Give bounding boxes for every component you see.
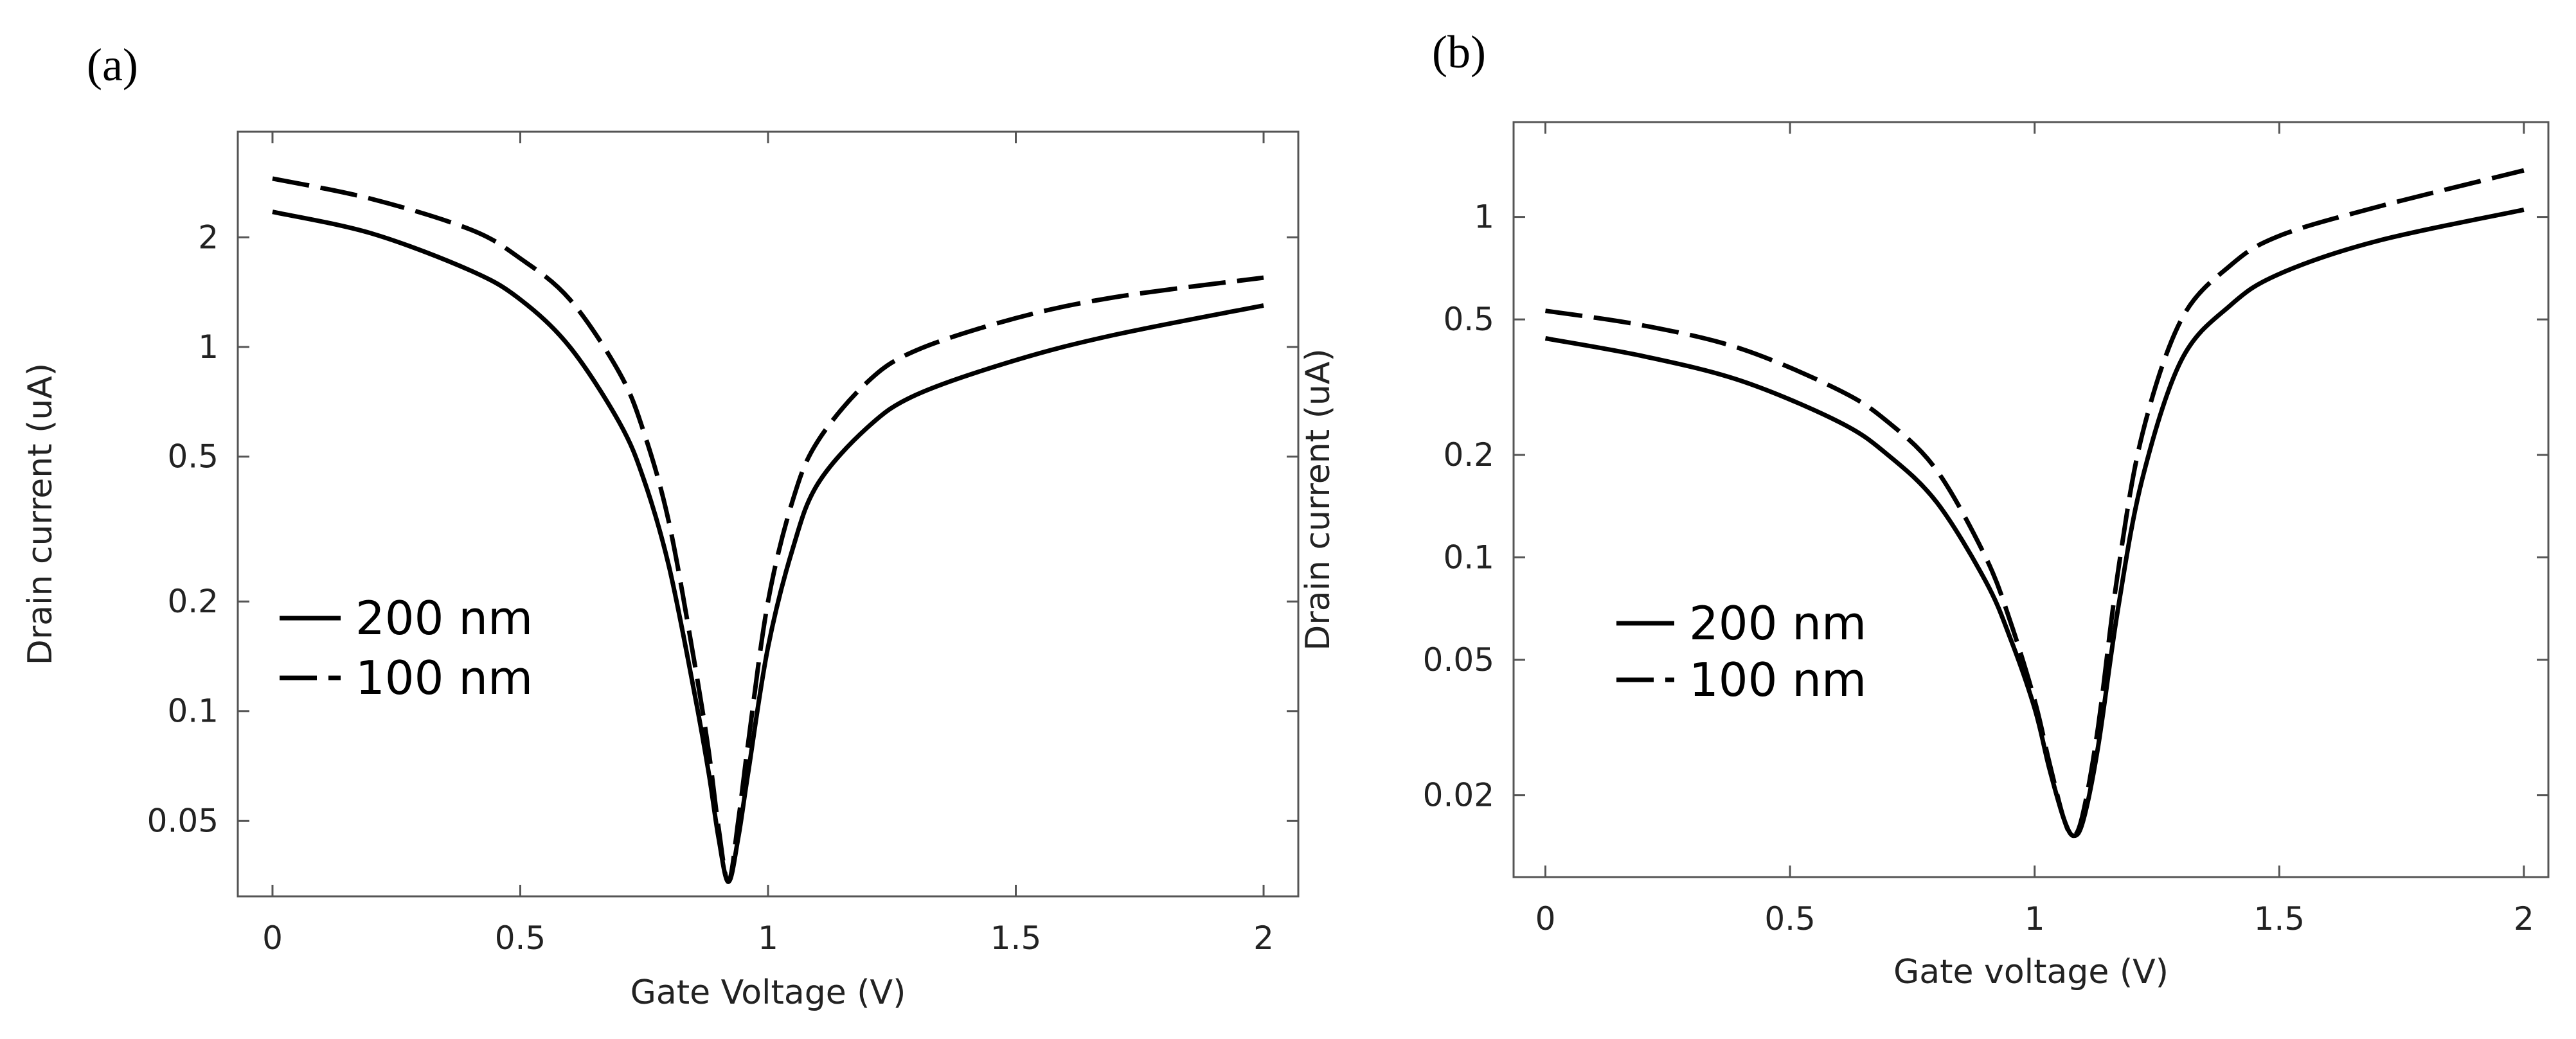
x-tick-label: 2 xyxy=(2514,900,2534,937)
series-line-100-nm xyxy=(272,176,1264,884)
x-tick-label: 1.5 xyxy=(990,919,1042,957)
series-line-200-nm xyxy=(1544,207,2525,839)
x-tick-label: 1 xyxy=(758,919,778,957)
series-line-100-nm xyxy=(1544,168,2525,839)
y-tick-label: 0.5 xyxy=(167,438,219,475)
plot-frame xyxy=(237,130,1300,898)
x-axis-label: Gate voltage (V) xyxy=(1893,953,2169,991)
y-tick-label: 0.1 xyxy=(167,693,219,730)
x-tick-label: 0 xyxy=(1535,900,1556,937)
x-tick-label: 1.5 xyxy=(2254,900,2305,937)
panel-label: (a) xyxy=(87,39,138,91)
y-tick-label: 1 xyxy=(1474,199,1494,236)
series-line-200-nm xyxy=(272,209,1264,884)
y-tick-label: 2 xyxy=(198,218,219,256)
x-tick-label: 2 xyxy=(1253,919,1274,957)
plot-frame xyxy=(1512,121,2550,878)
legend-label: 200 nm xyxy=(1689,596,1866,650)
y-axis-label: Drain current (uA) xyxy=(21,363,60,665)
y-tick-label: 0.02 xyxy=(1423,777,1494,814)
legend-label: 100 nm xyxy=(355,651,533,705)
y-tick-label: 0.1 xyxy=(1443,538,1494,576)
y-axis-label: Drain current (uA) xyxy=(1299,348,1337,650)
y-tick-label: 0.5 xyxy=(1443,301,1494,338)
x-tick-label: 0.5 xyxy=(1764,900,1816,937)
y-tick-label: 0.05 xyxy=(147,802,219,839)
legend-label: 100 nm xyxy=(1689,653,1866,707)
y-tick-label: 1 xyxy=(198,328,219,366)
x-tick-label: 0 xyxy=(262,919,283,957)
panel-a: (a) 0 0.5 1 1.5 2 0.05 0.1 0.2 0.5 1 2 Gate Voltage … xyxy=(21,39,1300,1012)
y-tick-label: 0.2 xyxy=(1443,436,1494,474)
y-tick-label: 0.05 xyxy=(1423,641,1494,679)
legend-label: 200 nm xyxy=(355,591,533,645)
x-tick-label: 1 xyxy=(2025,900,2045,937)
panel-b: (b) 0 0.5 1 1.5 2 0.02 0.05 0.1 0.2 0.5 1 Gate volta… xyxy=(1299,26,2550,991)
x-tick-label: 0.5 xyxy=(495,919,546,957)
y-tick-label: 0.2 xyxy=(167,583,219,620)
panel-label: (b) xyxy=(1432,26,1486,78)
x-axis-label: Gate Voltage (V) xyxy=(631,973,906,1012)
